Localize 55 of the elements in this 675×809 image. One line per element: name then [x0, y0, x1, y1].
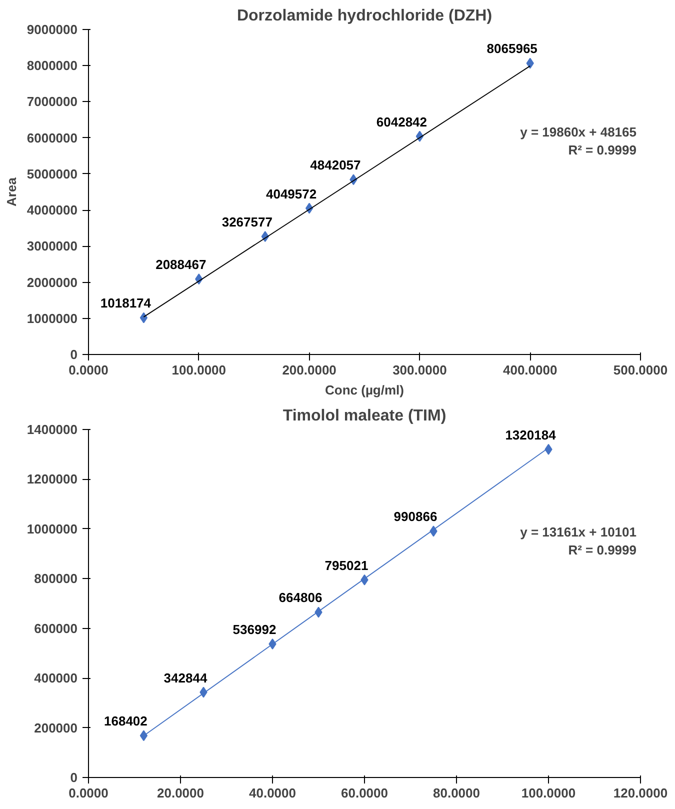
data-label: 664806 [278, 590, 322, 606]
data-label: 3267577 [222, 214, 272, 230]
data-label: 1320184 [505, 427, 557, 442]
x-tick-label: 40.0000 [249, 786, 296, 800]
data-label: 536992 [232, 622, 276, 638]
data-label: 795021 [324, 558, 368, 573]
y-tick-label: 0 [70, 347, 78, 362]
x-tick-label: 0.0000 [68, 362, 108, 378]
x-tick-label: 0.0000 [68, 786, 108, 800]
y-tick-label: 200000 [34, 720, 78, 736]
x-tick-label: 200.0000 [282, 362, 336, 378]
data-label: 4049572 [266, 186, 317, 202]
data-label: 2088467 [156, 257, 206, 272]
y-tick-label: 1000000 [26, 310, 78, 326]
x-tick-label: 120.0000 [613, 786, 668, 800]
data-label: 168402 [104, 714, 148, 729]
y-tick-label: 0 [70, 770, 78, 785]
x-tick-label: 500.0000 [613, 362, 668, 378]
data-label: 342844 [164, 670, 208, 686]
y-tick-label: 4000000 [26, 202, 78, 218]
data-label: 8065965 [486, 41, 538, 56]
point [140, 312, 148, 324]
y-tick-label: 3000000 [26, 238, 78, 254]
y-tick-label: 600000 [34, 620, 78, 636]
chart-title: Dorzolamide hydrochloride (DZH) [236, 8, 492, 24]
y-tick-label: 2000000 [26, 274, 78, 290]
y-tick-label: 400000 [34, 670, 78, 686]
x-tick-label: 80.0000 [433, 786, 480, 800]
data-label: 990866 [394, 509, 438, 524]
y-tick-label: 1400000 [26, 422, 78, 437]
annotation: y = 13161x + 10101 [520, 524, 636, 540]
point [140, 730, 148, 742]
y-tick-label: 5000000 [26, 166, 78, 182]
annotation: y = 19860x + 48165 [520, 124, 636, 140]
x-tick-label: 100.0000 [172, 362, 226, 378]
x-tick-label: 400.0000 [502, 362, 558, 378]
y-tick-label: 8000000 [26, 58, 78, 74]
y-tick-label: 1000000 [26, 521, 78, 536]
x-tick-label: 100.0000 [521, 786, 576, 800]
x-tick-label: 300.0000 [392, 362, 447, 378]
annotation: R² = 0.9999 [568, 542, 636, 558]
y-tick-label: 800000 [34, 571, 78, 586]
annotation: R² = 0.9999 [568, 142, 636, 158]
y-tick-label: 7000000 [26, 94, 78, 110]
x-tick-label: 20.0000 [157, 786, 204, 800]
data-label: 1018174 [100, 296, 152, 311]
data-label: 6042842 [376, 114, 428, 130]
y-axis-title: Area [4, 176, 19, 206]
x-axis-title: Conc (µg/ml) [325, 382, 404, 398]
chart-title: Timolol maleate (TIM) [282, 408, 446, 424]
y-tick-label: 6000000 [26, 130, 78, 146]
x-tick-label: 60.0000 [341, 786, 388, 800]
y-tick-label: 9000000 [26, 22, 78, 37]
data-label: 4842057 [310, 158, 361, 173]
y-tick-label: 1200000 [26, 472, 78, 487]
